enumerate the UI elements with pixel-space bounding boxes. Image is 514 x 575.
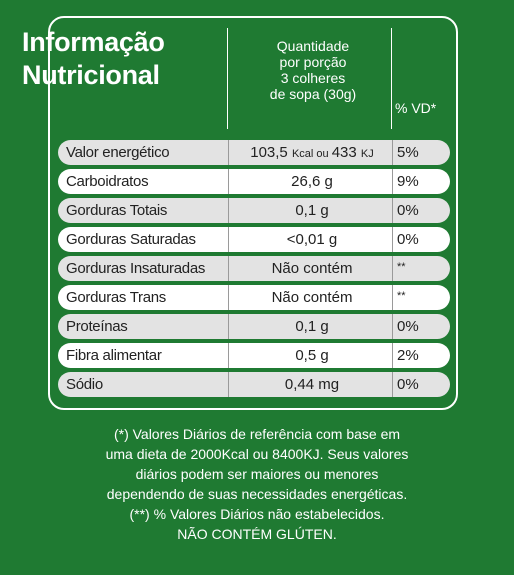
nutrient-row-sodium: Sódio 0,44 mg 0% <box>58 372 450 397</box>
title-line-1: Informação <box>22 27 165 57</box>
title-line-2: Nutricional <box>22 60 160 90</box>
footnote-line-1: (*) Valores Diários de referência com ba… <box>113 426 401 442</box>
nutrient-vd: 0% <box>397 202 419 219</box>
nutrient-amount: Não contém <box>271 289 353 306</box>
nutrient-name: Fibra alimentar <box>66 347 162 364</box>
footnote-line-4: dependendo de suas necessidades energéti… <box>106 486 408 502</box>
row-divider <box>228 256 229 281</box>
serving-header: Quantidade por porção 3 colheres de sopa… <box>236 38 390 102</box>
nutrient-amount: 0,5 g <box>295 347 329 364</box>
nutrient-row-protein: Proteínas 0,1 g 0% <box>58 314 450 339</box>
panel-title: Informação Nutricional <box>22 26 192 92</box>
vd-header: % VD* <box>395 100 437 116</box>
row-divider <box>392 198 393 223</box>
row-divider <box>392 140 393 165</box>
nutrient-vd: ** <box>397 261 406 273</box>
row-divider <box>392 343 393 368</box>
nutrient-vd: 0% <box>397 376 419 393</box>
header-divider-1 <box>227 28 228 129</box>
nutrient-name: Valor energético <box>66 144 170 161</box>
nutrient-vd: 0% <box>397 231 419 248</box>
serving-line-1: Quantidade <box>276 38 350 54</box>
nutrient-amount: 0,1 g <box>295 318 329 335</box>
nutrition-panel <box>48 16 458 410</box>
nutrient-name: Gorduras Trans <box>66 289 167 306</box>
nutrient-vd: 2% <box>397 347 419 364</box>
nutrient-name: Carboidratos <box>66 173 149 190</box>
gluten-free-notice: NÃO CONTÉM GLÚTEN. <box>177 526 337 542</box>
row-divider <box>392 314 393 339</box>
nutrient-row-unsaturated-fat: Gorduras Insaturadas Não contém ** <box>58 256 450 281</box>
nutrient-vd: 5% <box>397 144 419 161</box>
nutrient-row-trans-fat: Gorduras Trans Não contém ** <box>58 285 450 310</box>
nutrient-name: Gorduras Totais <box>66 202 168 219</box>
row-divider <box>228 140 229 165</box>
nutrient-name: Proteínas <box>66 318 128 335</box>
row-divider <box>392 169 393 194</box>
nutrient-amount: <0,01 g <box>286 231 338 248</box>
row-divider <box>228 372 229 397</box>
serving-line-3: 3 colheres <box>280 70 346 86</box>
nutrient-name: Gorduras Saturadas <box>66 231 196 248</box>
nutrient-row-saturated-fat: Gorduras Saturadas <0,01 g 0% <box>58 227 450 252</box>
nutrient-row-fiber: Fibra alimentar 0,5 g 2% <box>58 343 450 368</box>
nutrient-name: Sódio <box>66 376 103 393</box>
nutrient-name: Gorduras Insaturadas <box>66 260 206 277</box>
nutrient-row-energy: Valor energético 103,5 Kcal ou 433 KJ 5% <box>58 140 450 165</box>
nutrient-row-carbs: Carboidratos 26,6 g 9% <box>58 169 450 194</box>
nutrient-amount: 0,1 g <box>295 202 329 219</box>
nutrient-vd: ** <box>397 290 406 302</box>
footnote-line-3: diários podem ser maiores ou menores <box>135 466 379 482</box>
nutrient-vd: 0% <box>397 318 419 335</box>
nutrient-vd: 9% <box>397 173 419 190</box>
row-divider <box>228 314 229 339</box>
footnote-line-5: (**) % Valores Diários não estabelecidos… <box>129 506 385 522</box>
header-divider-2 <box>391 28 392 129</box>
footnote: (*) Valores Diários de referência com ba… <box>30 424 484 544</box>
row-divider <box>228 227 229 252</box>
serving-line-4: de sopa (30g) <box>269 86 357 102</box>
row-divider <box>392 227 393 252</box>
row-divider <box>392 256 393 281</box>
nutrient-row-total-fat: Gorduras Totais 0,1 g 0% <box>58 198 450 223</box>
row-divider <box>228 169 229 194</box>
footnote-line-2: uma dieta de 2000Kcal ou 8400KJ. Seus va… <box>105 446 409 462</box>
nutrient-amount: 0,44 mg <box>284 376 340 393</box>
nutrient-amount: 103,5 Kcal ou 433 KJ <box>250 144 374 161</box>
row-divider <box>228 285 229 310</box>
row-divider <box>228 343 229 368</box>
nutrient-amount: 26,6 g <box>291 173 333 190</box>
row-divider <box>392 372 393 397</box>
nutrient-amount: Não contém <box>271 260 353 277</box>
row-divider <box>228 198 229 223</box>
row-divider <box>392 285 393 310</box>
serving-line-2: por porção <box>279 54 347 70</box>
